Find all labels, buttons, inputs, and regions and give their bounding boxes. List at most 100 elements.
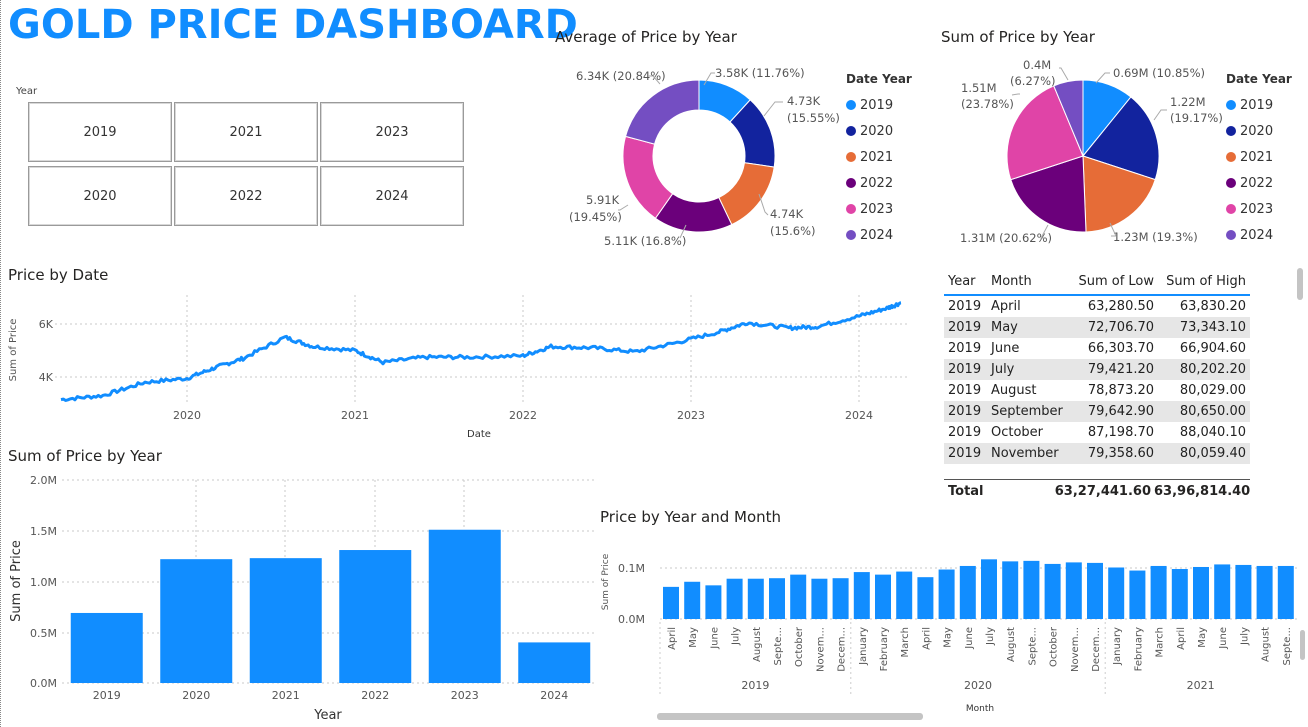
cell-low: 72,706.70 <box>1070 317 1159 338</box>
table-row[interactable]: 2019 August 78,873.20 80,029.00 <box>944 380 1250 401</box>
cell-month: September <box>987 401 1071 422</box>
table-row[interactable]: 2019 July 79,421.20 80,202.20 <box>944 359 1250 380</box>
month-bar[interactable] <box>1277 565 1294 619</box>
pie-legend-item-2022[interactable]: 2022 <box>1226 170 1292 196</box>
pie-chart: 0.69M (10.85%) 1.22M (19.17%) 1.23M (19.… <box>960 58 1223 245</box>
month-bar[interactable] <box>1150 565 1167 619</box>
table-row[interactable]: 2019 May 72,706.70 73,343.10 <box>944 317 1250 338</box>
month-bar[interactable] <box>981 559 997 619</box>
slicer-tile-2019[interactable]: 2019 <box>28 102 172 162</box>
donut-legend-item-2023[interactable]: 2023 <box>846 196 912 222</box>
slicer-tile-2020[interactable]: 2020 <box>28 166 172 226</box>
slice-2023[interactable] <box>1006 85 1084 181</box>
table-row[interactable]: 2019 April 63,280.50 63,830.20 <box>944 295 1250 317</box>
month-bar[interactable] <box>1235 564 1252 619</box>
pie-legend-item-2020[interactable]: 2020 <box>1226 118 1292 144</box>
donut-legend-item-2021[interactable]: 2021 <box>846 144 912 170</box>
pie-legend-item-2024[interactable]: 2024 <box>1226 222 1292 248</box>
legend-label: 2023 <box>1240 201 1274 217</box>
month-bar[interactable] <box>917 577 934 619</box>
slicer-tile-2023[interactable]: 2023 <box>320 102 464 162</box>
month-tick-label: August <box>1006 627 1017 662</box>
month-bar[interactable] <box>1129 570 1146 619</box>
month-tick-label: June <box>1218 627 1229 650</box>
month-bar[interactable] <box>1171 569 1188 619</box>
matrix-body: 2019 April 63,280.50 63,830.20 2019 May 72,706… <box>944 295 1250 464</box>
cell-high: 80,202.20 <box>1158 359 1250 380</box>
table-row[interactable]: 2019 June 66,303.70 66,904.60 <box>944 338 1250 359</box>
slicer-tile-2024[interactable]: 2024 <box>320 166 464 226</box>
month-bar[interactable] <box>832 578 849 619</box>
donut-legend-item-2020[interactable]: 2020 <box>846 118 912 144</box>
bar-2019[interactable] <box>70 612 143 683</box>
month-bar[interactable] <box>896 571 913 619</box>
price-matrix[interactable]: Year Month Sum of Low Sum of High 2019 Ap… <box>944 268 1250 483</box>
bar-chart-ytick: 1.0M <box>30 576 57 589</box>
bar-2024[interactable] <box>518 642 591 683</box>
cell-year: 2019 <box>948 299 982 314</box>
month-tick-label: March <box>1155 627 1166 657</box>
bar-chart-title: Sum of Price by Year <box>8 447 162 465</box>
month-bar[interactable] <box>1193 566 1209 619</box>
slicer-tile-2022[interactable]: 2022 <box>174 166 318 226</box>
slice-2024[interactable] <box>1053 79 1084 157</box>
donut-legend-item-2022[interactable]: 2022 <box>846 170 912 196</box>
month-bar[interactable] <box>726 578 743 619</box>
bar-chart-xtick: 2019 <box>93 689 121 702</box>
bar-chart-xtick: 2020 <box>182 689 210 702</box>
month-bar[interactable] <box>1256 565 1273 619</box>
bar-2021[interactable] <box>249 558 322 683</box>
pie-leader-lines <box>1011 67 1167 239</box>
month-bar[interactable] <box>1023 560 1040 619</box>
month-bar[interactable] <box>938 569 955 619</box>
month-bar[interactable] <box>853 572 870 619</box>
matrix-header-high[interactable]: Sum of High <box>1158 268 1250 296</box>
legend-dot <box>846 230 856 240</box>
line-chart-xtick: 2022 <box>509 409 537 422</box>
table-row[interactable]: 2019 November 79,358.60 80,059.40 <box>944 443 1250 464</box>
donut-label-2021: 4.74K <box>770 207 804 221</box>
month-bar[interactable] <box>705 585 722 619</box>
month-bar[interactable] <box>1214 564 1231 619</box>
month-bar[interactable] <box>959 565 976 619</box>
slicer-tile-2021[interactable]: 2021 <box>174 102 318 162</box>
legend-label: 2019 <box>1240 97 1274 113</box>
month-bar[interactable] <box>1002 561 1019 619</box>
matrix-total-low: 63,27,441.60 <box>1054 484 1151 499</box>
month-bar[interactable] <box>811 578 828 619</box>
pie-legend-item-2019[interactable]: 2019 <box>1226 92 1292 118</box>
donut-legend-item-2024[interactable]: 2024 <box>846 222 912 248</box>
month-bar[interactable] <box>769 578 785 619</box>
table-row[interactable]: 2019 October 87,198.70 88,040.10 <box>944 422 1250 443</box>
slice-2024[interactable] <box>624 79 700 145</box>
slice-2021[interactable] <box>1082 155 1156 233</box>
month-bar[interactable] <box>747 578 764 619</box>
slice-2022[interactable] <box>1010 155 1087 233</box>
bar-2020[interactable] <box>160 559 233 683</box>
pie-legend-item-2021[interactable]: 2021 <box>1226 144 1292 170</box>
matrix-scrollbar[interactable] <box>1297 268 1303 300</box>
bar-2022[interactable] <box>339 550 412 683</box>
month-chart-vertical-scrollbar[interactable] <box>1300 630 1305 660</box>
matrix-header-year[interactable]: Year <box>944 268 987 296</box>
matrix-total-high: 63,96,814.40 <box>1154 484 1251 499</box>
month-bar[interactable] <box>663 586 679 619</box>
pie-chart-title: Sum of Price by Year <box>941 28 1095 46</box>
pie-legend-item-2023[interactable]: 2023 <box>1226 196 1292 222</box>
month-bar[interactable] <box>1044 563 1061 619</box>
donut-legend-item-2019[interactable]: 2019 <box>846 92 912 118</box>
matrix-header-month[interactable]: Month <box>987 268 1071 296</box>
month-bar[interactable] <box>875 574 891 619</box>
slice-2020[interactable] <box>1082 96 1160 181</box>
bar-chart-xtick: 2024 <box>540 689 568 702</box>
bar-2023[interactable] <box>428 529 501 683</box>
month-bar[interactable] <box>1087 562 1103 619</box>
month-bar[interactable] <box>790 574 807 619</box>
month-bar[interactable] <box>1108 567 1125 619</box>
matrix-header-low[interactable]: Sum of Low <box>1070 268 1159 296</box>
month-bar[interactable] <box>684 581 701 619</box>
month-chart-scrollbar[interactable] <box>657 713 923 720</box>
month-bar[interactable] <box>1065 562 1082 619</box>
pie-slices <box>1006 79 1160 233</box>
table-row[interactable]: 2019 September 79,642.90 80,650.00 <box>944 401 1250 422</box>
